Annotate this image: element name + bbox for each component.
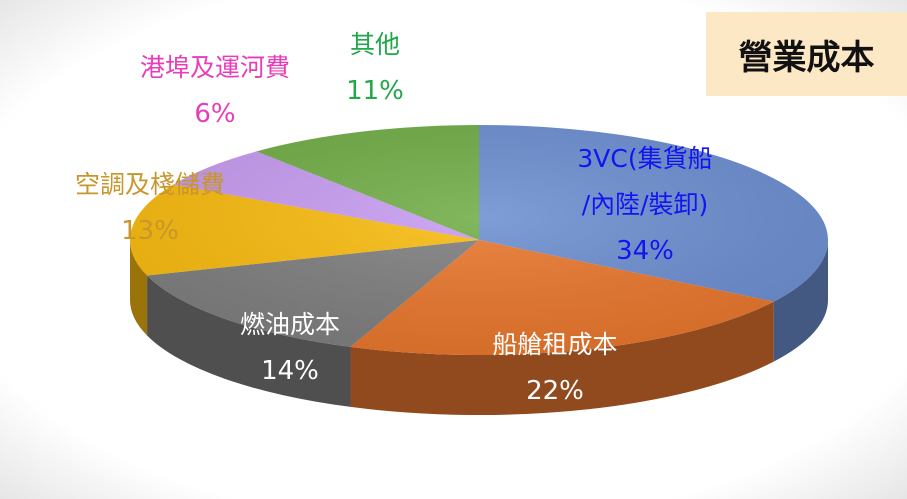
value-label: 13% <box>121 216 179 246</box>
category-label: 港埠及運河費 <box>139 53 291 82</box>
category-label: 其他 <box>349 30 401 59</box>
slice-label: 3VC(集貨船 /內陸/裝卸) 34% <box>577 136 712 274</box>
chart-title: 營業成本 <box>706 12 907 96</box>
value-label: 14% <box>261 356 319 386</box>
category-label: 船艙租成本 <box>492 330 618 359</box>
value-label: 22% <box>526 376 584 406</box>
value-label: 6% <box>194 99 236 129</box>
slice-label: 港埠及運河費 6% <box>140 45 290 137</box>
value-label: 34% <box>616 236 674 266</box>
slice-label: 燃油成本 14% <box>240 302 340 394</box>
category-label: 空調及棧儲費 <box>74 170 226 199</box>
category-label: 3VC(集貨船 /內陸/裝卸) <box>577 144 713 219</box>
slice-label: 空調及棧儲費 13% <box>75 162 225 254</box>
pie-tops <box>130 125 828 355</box>
category-label: 燃油成本 <box>239 310 341 339</box>
slice-label: 船艙租成本 22% <box>492 322 617 414</box>
slice-label: 其他 11% <box>346 22 404 114</box>
slice-side <box>350 301 774 415</box>
value-label: 11% <box>346 76 404 106</box>
